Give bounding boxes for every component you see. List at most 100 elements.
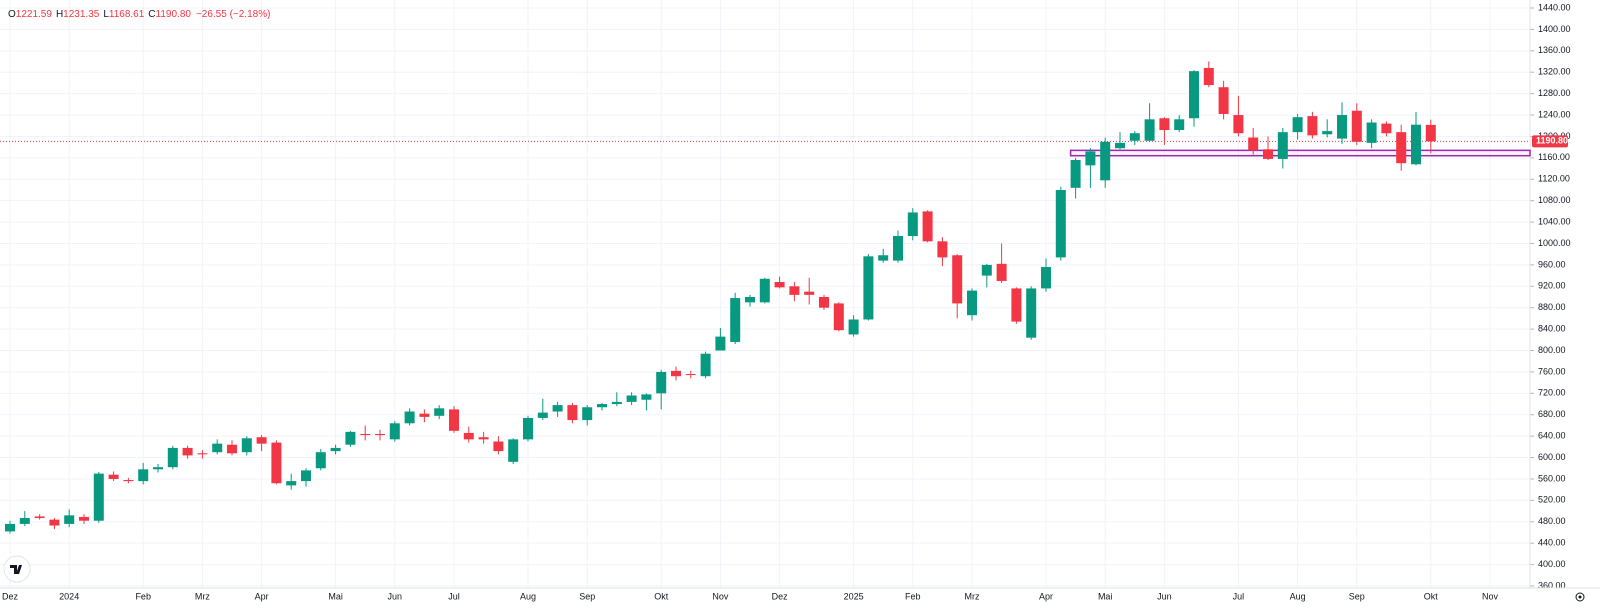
y-tick-label: 400.00 <box>1538 559 1566 569</box>
y-tick-label: 600.00 <box>1538 452 1566 462</box>
candle <box>552 401 563 417</box>
x-tick-label: Aug <box>520 591 536 601</box>
candle-body <box>656 371 667 394</box>
candle-body <box>153 467 163 470</box>
candle <box>93 472 104 523</box>
candle-body <box>893 235 903 261</box>
y-tick-label: 960.00 <box>1538 259 1566 269</box>
x-tick-label: Jun <box>1157 591 1172 601</box>
candle <box>759 277 770 304</box>
candle-body <box>1366 122 1377 143</box>
candle <box>345 430 356 447</box>
candle <box>537 398 548 421</box>
y-tick-label: 1400.00 <box>1538 24 1571 34</box>
candle-body <box>523 417 533 440</box>
candle <box>774 276 785 289</box>
candle <box>1100 137 1111 188</box>
candle <box>671 366 681 381</box>
candle-body <box>389 423 400 440</box>
settings-icon[interactable] <box>1575 592 1585 602</box>
x-tick-label: Dez <box>2 591 19 601</box>
candle-body <box>1189 71 1199 119</box>
candle-body <box>449 409 459 431</box>
ohlc-key: O <box>8 9 16 20</box>
candle <box>182 445 193 459</box>
candle-body <box>641 394 652 400</box>
candle-body <box>537 412 548 418</box>
last-price-badge <box>1532 135 1568 148</box>
candle-body <box>1307 116 1318 136</box>
y-tick-label: 1440.00 <box>1538 2 1571 12</box>
candle <box>1218 80 1229 120</box>
candle <box>878 248 889 263</box>
y-tick-label: 760.00 <box>1538 366 1566 376</box>
candle-body <box>34 516 45 519</box>
candle <box>463 426 474 443</box>
candle-body <box>256 437 267 444</box>
candle <box>1041 258 1051 292</box>
candle-body <box>93 473 104 521</box>
candle-body <box>567 405 578 421</box>
support-zone <box>1069 149 1531 157</box>
candle-body <box>671 370 681 377</box>
candle-body <box>1233 115 1244 134</box>
candle <box>1070 157 1081 199</box>
candle-body <box>1248 137 1259 151</box>
candle <box>641 393 652 411</box>
candle <box>286 473 297 490</box>
y-tick-label: 800.00 <box>1538 345 1566 355</box>
x-tick-label: 2025 <box>844 591 864 601</box>
candle <box>1159 117 1170 146</box>
x-tick-label: Mai <box>328 591 343 601</box>
candle-body <box>286 481 297 486</box>
candle-body <box>819 297 829 308</box>
candle-body <box>227 444 237 454</box>
candle-body <box>301 470 311 482</box>
ohlc-value: 1190.80 <box>155 9 191 20</box>
candle <box>360 425 371 441</box>
x-tick-label: Feb <box>135 591 151 601</box>
y-tick-label: 680.00 <box>1538 409 1566 419</box>
y-tick-label: 1080.00 <box>1538 195 1571 205</box>
y-tick-label: 1280.00 <box>1538 88 1571 98</box>
candle-body <box>1425 124 1436 142</box>
candle <box>1381 121 1392 137</box>
candle <box>1322 119 1333 138</box>
x-tick-label: Mai <box>1098 591 1113 601</box>
candle <box>937 237 948 266</box>
candle <box>819 294 829 310</box>
candle-body <box>419 413 430 417</box>
candle-body <box>345 431 356 445</box>
candle <box>996 243 1007 284</box>
candle-body <box>582 407 593 421</box>
candle-body <box>167 447 178 468</box>
candle-body <box>197 453 208 455</box>
candle <box>730 292 741 345</box>
y-tick-label: 1320.00 <box>1538 67 1571 77</box>
x-tick-label: Mrz <box>965 591 980 601</box>
candle-body <box>1218 87 1229 114</box>
candle-body <box>19 518 30 524</box>
candle <box>315 448 326 471</box>
candle <box>64 509 75 528</box>
x-tick-label: Sep <box>579 591 595 601</box>
candle-body <box>79 516 89 521</box>
candle <box>419 409 430 423</box>
candle <box>271 440 282 485</box>
candle-body <box>626 395 637 402</box>
y-tick-label: 520.00 <box>1538 495 1566 505</box>
candle <box>745 294 755 307</box>
candle <box>1189 70 1199 127</box>
candle <box>19 511 30 527</box>
candle-body <box>952 255 963 304</box>
candle-body <box>1055 189 1066 258</box>
x-tick-label: 2024 <box>59 591 79 601</box>
candle <box>1292 113 1303 140</box>
logo <box>3 555 31 583</box>
x-tick-label: Apr <box>1039 591 1053 601</box>
candle <box>1026 286 1037 340</box>
candle-body <box>1174 119 1185 131</box>
candle <box>434 405 445 420</box>
candle-body <box>182 447 193 456</box>
candle <box>227 440 237 456</box>
